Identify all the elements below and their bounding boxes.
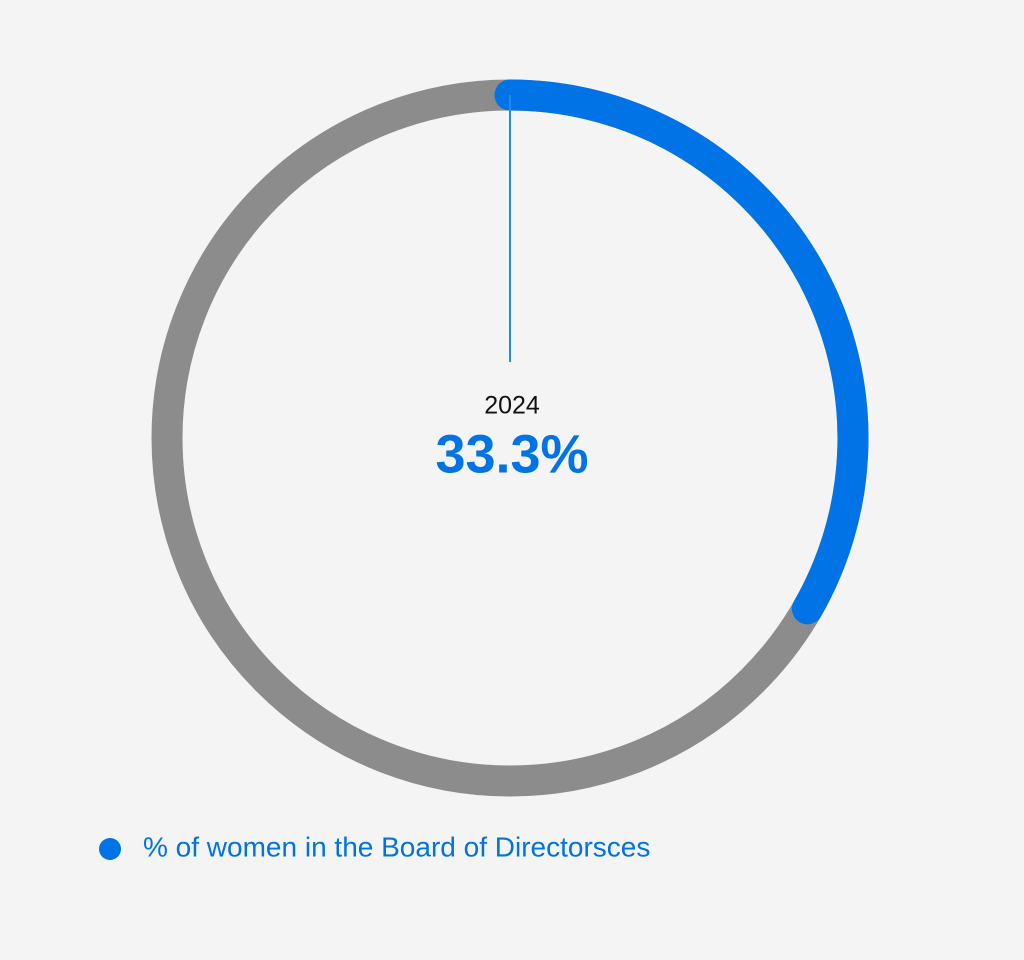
legend-marker bbox=[99, 838, 121, 860]
donut-segment bbox=[494, 79, 869, 625]
value-label: 33.3% bbox=[435, 424, 588, 484]
legend-label: % of women in the Board of Directorsces bbox=[143, 831, 650, 862]
center-label: 2024 bbox=[484, 392, 540, 420]
